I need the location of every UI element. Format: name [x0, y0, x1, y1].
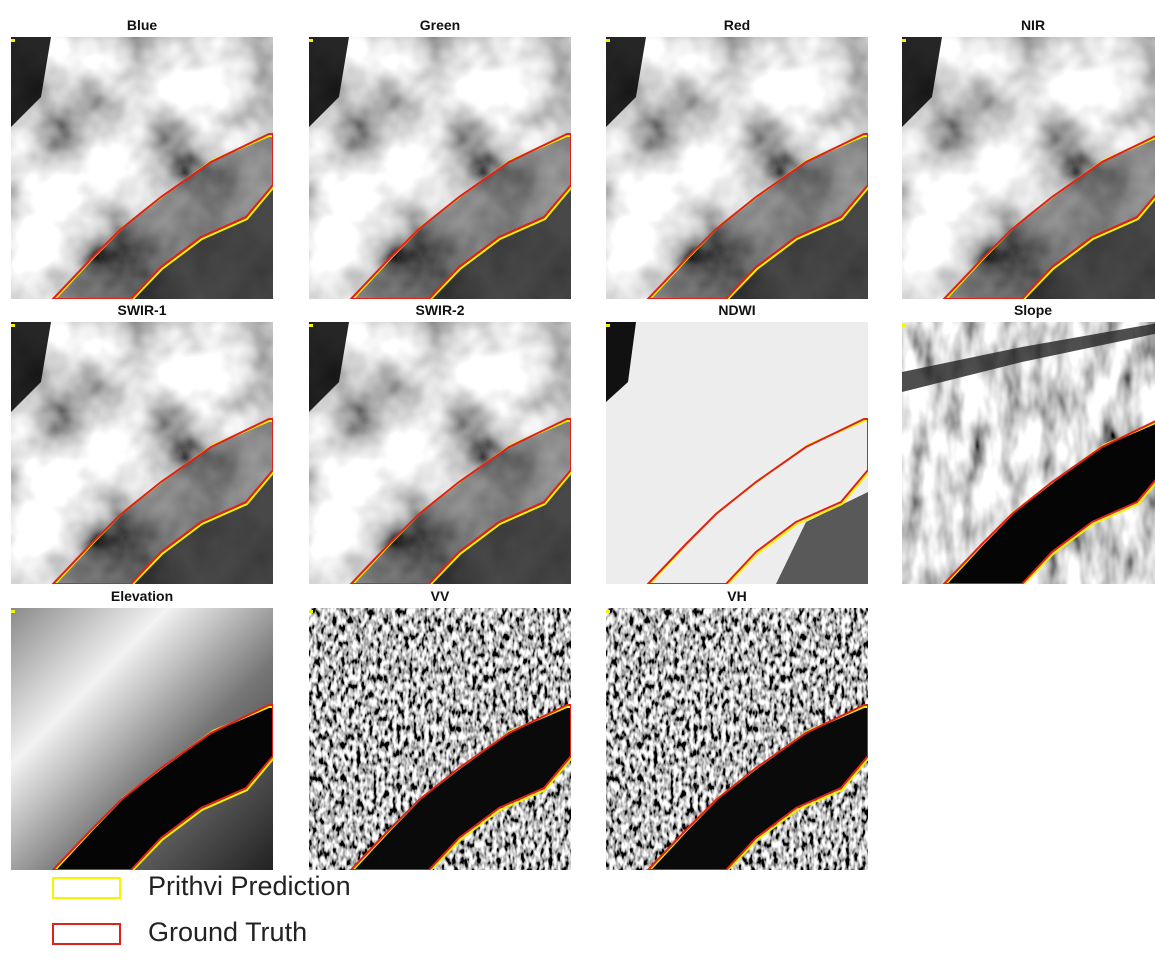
- image-panel: [11, 322, 273, 584]
- legend-label: Ground Truth: [148, 917, 307, 947]
- image-panel: [606, 37, 868, 299]
- panel-title: Slope: [1014, 302, 1052, 318]
- marker: [606, 324, 610, 327]
- panel-title: VV: [431, 588, 450, 604]
- figure: Blue Green Red NIR SWIR-1 SWIR-2 NDWI Slope Elev…: [0, 0, 1155, 979]
- page: Blue Green Red NIR SWIR-1 SWIR-2 NDWI Slope Elev…: [0, 0, 1155, 979]
- marker: [902, 324, 906, 327]
- marker: [309, 39, 313, 42]
- marker: [902, 39, 906, 42]
- marker: [606, 39, 610, 42]
- panel-title: SWIR-2: [416, 302, 465, 318]
- image-panel: [309, 322, 571, 584]
- image-panel: [11, 608, 273, 870]
- marker: [11, 610, 15, 613]
- legend-label: Prithvi Prediction: [148, 871, 351, 901]
- panel-title: SWIR-1: [118, 302, 167, 318]
- marker: [309, 324, 313, 327]
- image-panel: [606, 322, 868, 584]
- panel-title: Elevation: [111, 588, 173, 604]
- marker: [606, 610, 610, 613]
- panel-title: Red: [724, 17, 750, 33]
- image-panel: [902, 37, 1155, 299]
- marker: [11, 39, 15, 42]
- legend-swatch: [53, 878, 120, 898]
- image-panel: [11, 37, 273, 299]
- image-panel: [309, 608, 571, 870]
- panel-title: NDWI: [718, 302, 755, 318]
- panel-title: NIR: [1021, 17, 1045, 33]
- panel-title: VH: [727, 588, 746, 604]
- image-panel: [606, 608, 868, 870]
- marker: [11, 324, 15, 327]
- image-panel: [902, 322, 1155, 584]
- panel-title: Blue: [127, 17, 158, 33]
- image-panel: [309, 37, 571, 299]
- marker: [309, 610, 313, 613]
- legend-swatch: [53, 924, 120, 944]
- panel-title: Green: [420, 17, 460, 33]
